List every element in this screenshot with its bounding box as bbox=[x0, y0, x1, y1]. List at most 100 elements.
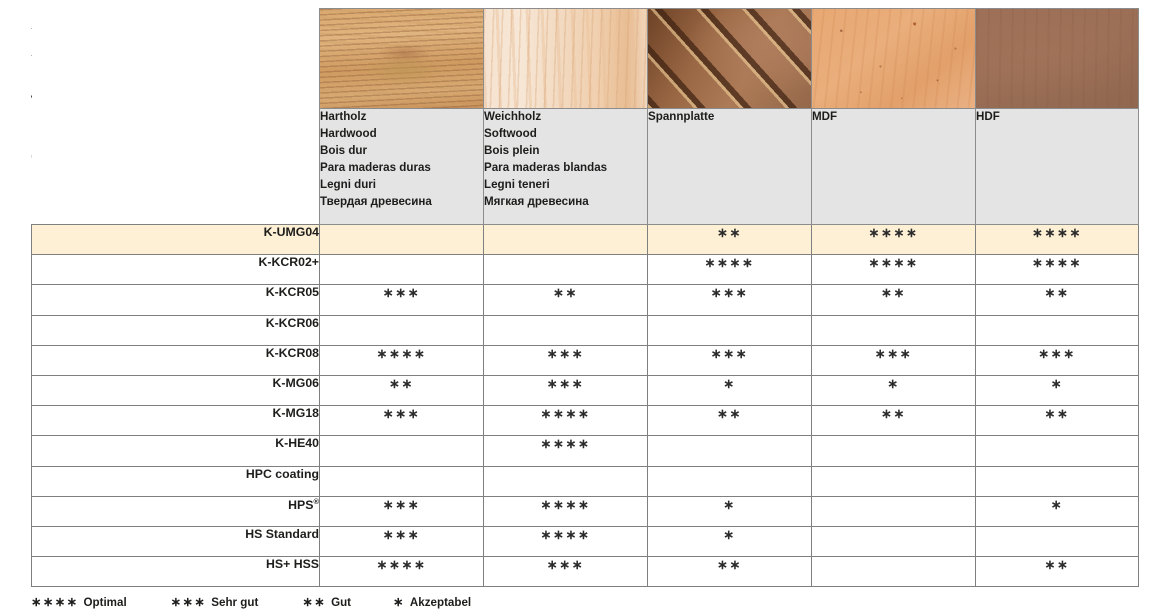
rating-cell bbox=[319, 223, 484, 256]
rating-cell: ∗∗∗∗ bbox=[811, 254, 976, 286]
legend-stars-gut: ∗∗ bbox=[302, 595, 327, 609]
rating-cell bbox=[647, 314, 812, 346]
legend-label-gut: Gut bbox=[331, 596, 352, 609]
hardwood-label-ru: Твердая древесина bbox=[320, 194, 432, 208]
row-label-hs-hss: HS+ HSS bbox=[31, 556, 320, 588]
softwood-label-ru: Мягкая древесина bbox=[484, 194, 589, 208]
rating-cell: ∗∗∗ bbox=[647, 344, 812, 376]
rating-cell bbox=[647, 465, 812, 497]
header-row: Hartholz Hardwood Bois dur Para maderas … bbox=[31, 108, 1139, 225]
rating-cell: ∗∗∗∗ bbox=[319, 556, 484, 588]
swatch-cell-softwood bbox=[483, 8, 648, 109]
table-row: K-HE40 ∗∗∗∗ bbox=[31, 435, 1139, 467]
rating-cell: ∗∗∗∗ bbox=[483, 525, 648, 558]
rating-cell: ∗∗∗ bbox=[811, 344, 976, 376]
row-label-k-umg04: K-UMG04 bbox=[31, 223, 320, 256]
rating-cell: ∗∗∗∗ bbox=[483, 405, 648, 437]
rating-cell: ∗∗∗∗ bbox=[975, 254, 1139, 286]
column-header-hardwood: Hartholz Hardwood Bois dur Para maderas … bbox=[319, 108, 484, 225]
rating-cell bbox=[319, 465, 484, 497]
rating-cell: ∗∗∗ bbox=[647, 284, 812, 316]
hardwood-texture-image bbox=[320, 9, 483, 108]
table-row: K-KCR02+ ∗∗∗∗ ∗∗∗∗ ∗∗∗∗ bbox=[31, 254, 1139, 286]
swatch-cell-hardwood bbox=[319, 8, 484, 109]
rating-cell: ∗∗∗∗ bbox=[975, 223, 1139, 256]
rating-cell: ∗∗∗ bbox=[319, 405, 484, 437]
row-label-k-kcr08: K-KCR08 bbox=[31, 344, 320, 376]
table-row: K-KCR08 ∗∗∗∗ ∗∗∗ ∗∗∗ ∗∗∗ ∗∗∗ bbox=[31, 344, 1139, 376]
swatch-row bbox=[31, 8, 1139, 109]
rating-cell bbox=[975, 465, 1139, 497]
column-header-softwood: Weichholz Softwood Bois plein Para mader… bbox=[483, 108, 648, 225]
rating-cell: ∗∗ bbox=[647, 556, 812, 588]
rating-cell: ∗∗∗ bbox=[483, 374, 648, 407]
rating-cell: ∗ bbox=[975, 374, 1139, 407]
rating-cell bbox=[319, 314, 484, 346]
legend-label-akzeptabel: Akzeptabel bbox=[409, 596, 472, 609]
rating-cell: ∗ bbox=[647, 525, 812, 558]
rating-cell: ∗∗∗ bbox=[483, 556, 648, 588]
hardwood-label-es: Para maderas duras bbox=[320, 160, 431, 174]
rating-cell bbox=[319, 435, 484, 467]
hardwood-label-de: Hartholz bbox=[320, 110, 367, 123]
rating-cell bbox=[483, 314, 648, 346]
registered-trademark-symbol: ® bbox=[313, 496, 319, 506]
hardwood-label-fr: Bois dur bbox=[320, 143, 368, 157]
table-row: HS+ HSS ∗∗∗∗ ∗∗∗ ∗∗ ∗∗ bbox=[31, 556, 1139, 588]
rating-cell: ∗∗ bbox=[975, 556, 1139, 588]
rating-cell bbox=[483, 254, 648, 286]
table-row: HPS® ∗∗∗ ∗∗∗∗ ∗ ∗ bbox=[31, 495, 1139, 527]
mdf-texture-image bbox=[812, 9, 975, 108]
row-label-k-kcr02: K-KCR02+ bbox=[31, 254, 320, 286]
column-header-mdf: MDF bbox=[811, 108, 976, 225]
row-label-k-he40: K-HE40 bbox=[31, 435, 320, 467]
chipboard-texture-image bbox=[648, 9, 811, 108]
rating-cell: ∗ bbox=[647, 495, 812, 527]
rating-cell: ∗∗∗∗ bbox=[811, 223, 976, 256]
softwood-label-es: Para maderas blandas bbox=[484, 160, 608, 174]
rating-cell: ∗∗ bbox=[483, 284, 648, 316]
table-row: K-KCR05 ∗∗∗ ∗∗ ∗∗∗ ∗∗ ∗∗ bbox=[31, 284, 1139, 316]
row-label-k-mg06: K-MG06 bbox=[31, 374, 320, 407]
rating-cell bbox=[975, 435, 1139, 467]
softwood-texture-image bbox=[484, 9, 647, 108]
rating-cell: ∗∗∗ bbox=[319, 495, 484, 527]
legend-stars-sehr-gut: ∗∗∗ bbox=[170, 595, 207, 609]
hdf-label: HDF bbox=[976, 110, 1000, 123]
swatch-cell-mdf bbox=[811, 8, 976, 109]
row-label-hs-standard: HS Standard bbox=[31, 525, 320, 558]
table-row: K-UMG04 ∗∗ ∗∗∗∗ ∗∗∗∗ bbox=[31, 223, 1139, 256]
hdf-texture-image bbox=[976, 9, 1138, 108]
rating-cell: ∗ bbox=[811, 374, 976, 407]
legend-item-optimal: ∗∗∗∗ Optimal bbox=[31, 594, 127, 610]
rating-cell bbox=[975, 525, 1139, 558]
chipboard-label-de: Spannplatte bbox=[648, 110, 715, 123]
column-header-chipboard: Spannplatte bbox=[647, 108, 812, 225]
rating-cell bbox=[811, 435, 976, 467]
rating-cell bbox=[811, 314, 976, 346]
rating-cell bbox=[811, 556, 976, 588]
rating-cell bbox=[483, 223, 648, 256]
row-label-k-kcr06: K-KCR06 bbox=[31, 314, 320, 346]
column-header-hdf: HDF bbox=[975, 108, 1139, 225]
header-spacer bbox=[31, 108, 320, 225]
legend-label-sehr-gut: Sehr gut bbox=[211, 596, 259, 609]
rating-cell bbox=[811, 495, 976, 527]
rating-cell bbox=[647, 435, 812, 467]
rating-cell: ∗ bbox=[975, 495, 1139, 527]
legend-stars-optimal: ∗∗∗∗ bbox=[31, 595, 79, 609]
softwood-label-fr: Bois plein bbox=[484, 143, 540, 157]
rating-cell bbox=[811, 525, 976, 558]
rating-cell: ∗∗∗ bbox=[483, 344, 648, 376]
table-row: K-MG06 ∗∗ ∗∗∗ ∗ ∗ ∗ bbox=[31, 374, 1139, 407]
rating-cell: ∗∗ bbox=[975, 284, 1139, 316]
hardwood-label-it: Legni duri bbox=[320, 177, 377, 191]
rating-cell: ∗∗∗∗ bbox=[647, 254, 812, 286]
rating-cell bbox=[975, 314, 1139, 346]
rating-cell: ∗∗∗ bbox=[319, 525, 484, 558]
legend-item-gut: ∗∗ Gut bbox=[302, 594, 351, 610]
swatch-cell-hdf bbox=[975, 8, 1139, 109]
rating-cell: ∗∗ bbox=[647, 223, 812, 256]
swatch-spacer bbox=[31, 8, 320, 109]
application-chart-table: Hartholz Hardwood Bois dur Para maderas … bbox=[31, 8, 1139, 588]
